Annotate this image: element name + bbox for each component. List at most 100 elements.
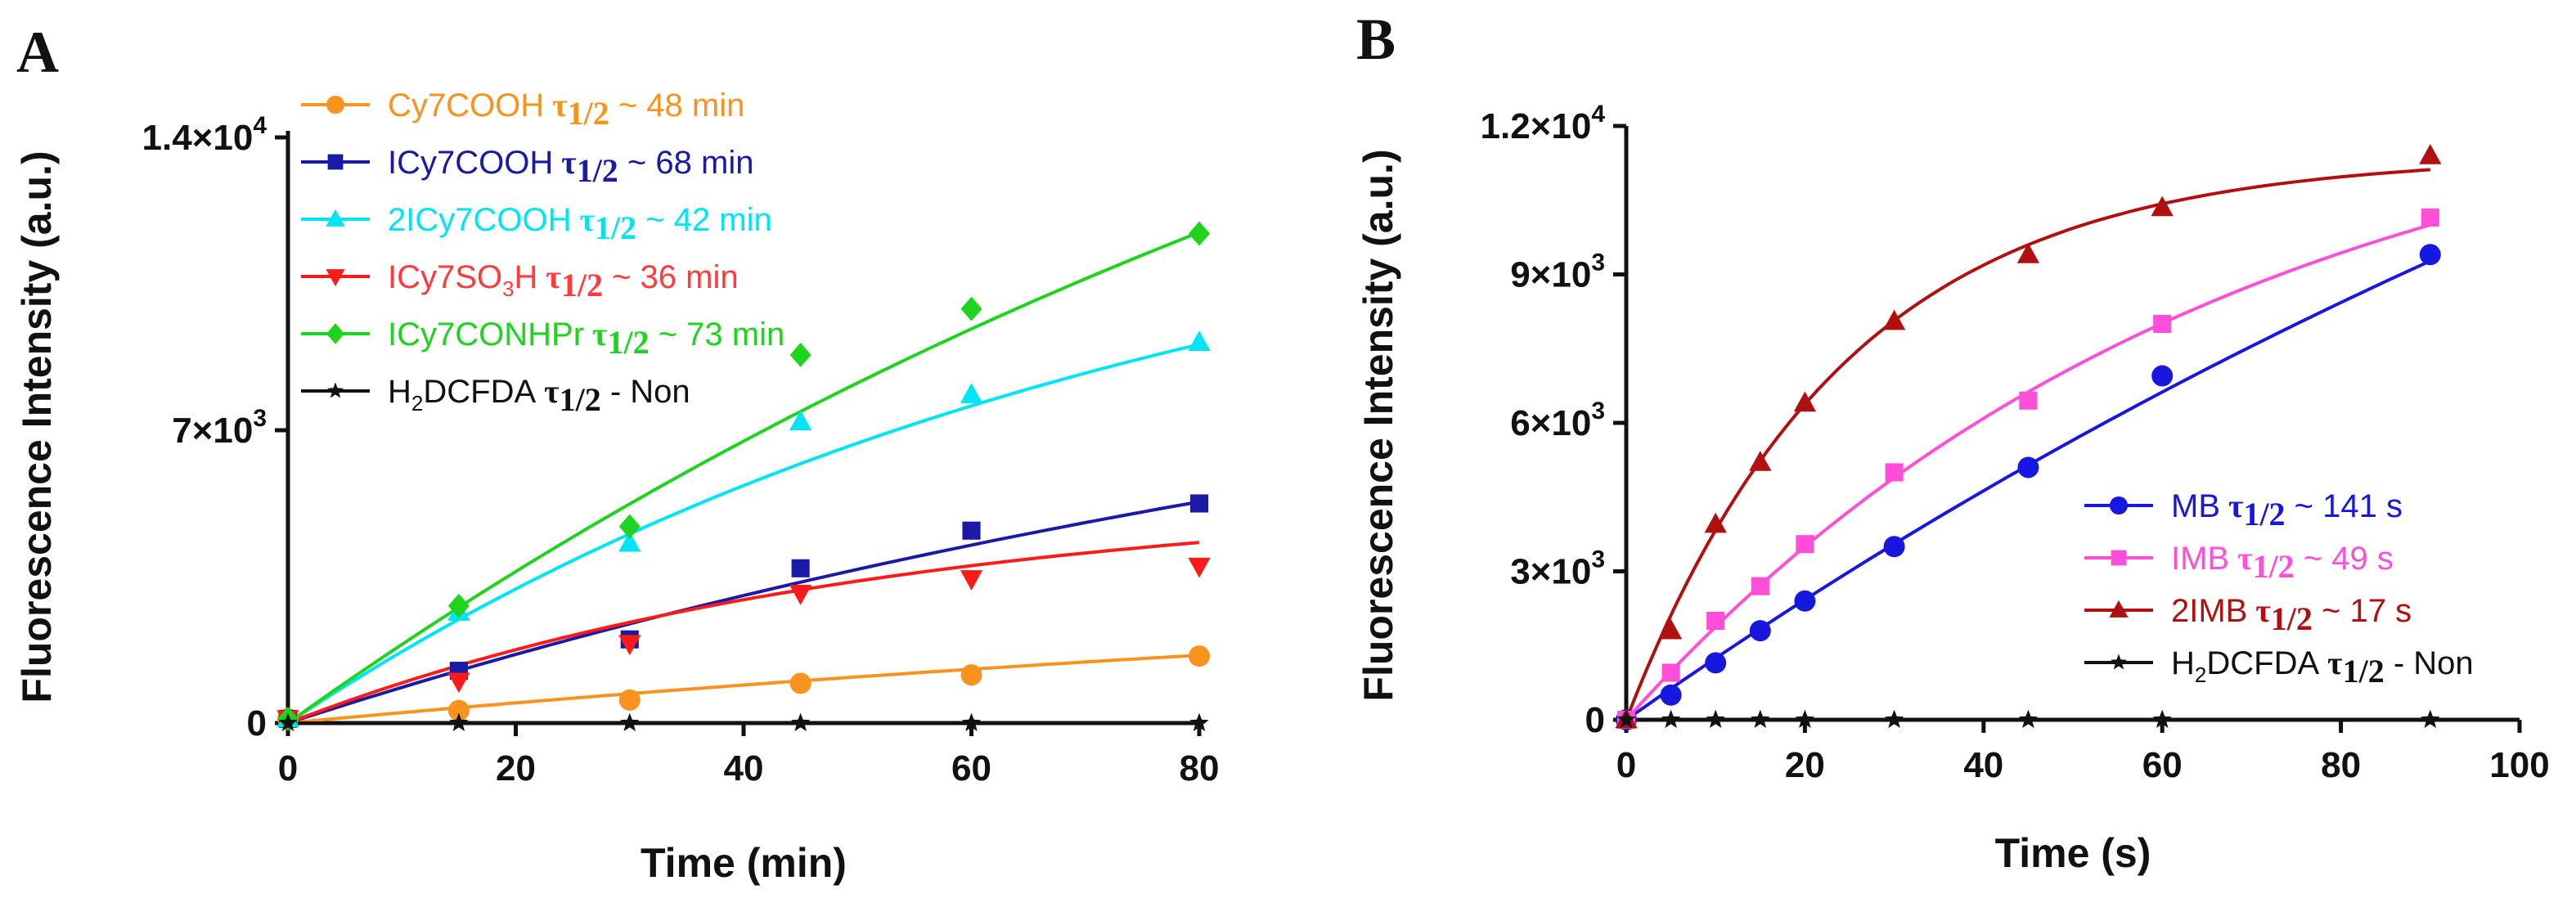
legend-label: H2DCFDA τ1/2 - Non — [2171, 645, 2474, 690]
legend-swatch-marker — [327, 154, 344, 170]
legend-label: Cy7COOH τ1/2 ~ 48 min — [388, 87, 744, 132]
data-point — [1189, 494, 1209, 513]
data-point — [1751, 577, 1769, 595]
y-tick-label: 7×103 — [172, 405, 267, 451]
data-point — [1660, 684, 1682, 706]
data-point — [2152, 709, 2172, 728]
fit-curve-3 — [287, 541, 1200, 725]
panel-a-y-ticks: 0 7×103 1.4×104 — [142, 112, 288, 744]
data-point — [2151, 195, 2174, 217]
data-point — [1751, 709, 1770, 728]
data-point — [961, 712, 982, 731]
legend-label: ICy7COOH τ1/2 ~ 68 min — [388, 144, 753, 189]
legend-label: 2ICy7COOH τ1/2 ~ 42 min — [388, 201, 772, 246]
legend-swatch-marker — [327, 382, 344, 398]
data-point — [620, 712, 640, 731]
legend-label: IMB τ1/2 ~ 49 s — [2171, 540, 2394, 585]
data-point — [1796, 535, 1814, 554]
data-point — [789, 410, 812, 431]
x-tick-label: 20 — [1785, 745, 1825, 785]
x-tick-label: 60 — [951, 748, 991, 788]
y-tick-label: 6×103 — [1510, 398, 1605, 443]
data-point — [1659, 618, 1683, 640]
legend-swatch-marker — [2109, 496, 2129, 515]
data-point — [2019, 391, 2038, 410]
legend-swatch-marker — [326, 95, 345, 115]
fit-curve-0 — [287, 654, 1200, 725]
x-tick-label: 20 — [496, 748, 536, 788]
data-point — [618, 689, 641, 711]
fit-curve-2 — [286, 343, 1200, 725]
data-point — [789, 342, 811, 367]
data-point — [2018, 709, 2039, 728]
data-point — [449, 712, 469, 731]
data-point — [1189, 645, 1210, 667]
data-point — [1705, 652, 1727, 674]
y-tick-label: 0 — [247, 703, 267, 744]
legend-swatch-marker — [326, 209, 345, 227]
data-point — [2421, 709, 2440, 728]
data-point — [1706, 611, 1725, 631]
y-tick-label: 1.4×104 — [142, 112, 267, 158]
data-point — [2151, 365, 2174, 387]
data-point — [790, 712, 811, 731]
panel-letter-a: A — [16, 20, 59, 85]
fit-curve-1 — [287, 500, 1200, 725]
data-point — [1616, 709, 1636, 728]
legend-swatch-marker — [2109, 600, 2129, 618]
data-point — [2419, 144, 2442, 164]
data-point — [1883, 536, 1905, 558]
data-point — [447, 672, 470, 694]
panel-a: A 0 7×103 1.4×104 0 20 40 60 80 Time (min) Flu… — [14, 20, 1219, 886]
y-tick-label: 3×103 — [1510, 546, 1605, 592]
panel-b-data-points — [1615, 144, 2442, 730]
data-point — [447, 593, 470, 618]
panel-b: B 0 3×103 6×103 9×103 1.2×104 0 20 40 60 80 100 T… — [1355, 7, 2550, 876]
legend-swatch-marker — [326, 323, 345, 344]
data-point — [1749, 620, 1771, 642]
data-point — [618, 635, 641, 656]
panel-a-x-axis-title: Time (min) — [641, 840, 847, 886]
legend-label: H2DCFDA τ1/2 - Non — [388, 373, 690, 418]
data-point — [2016, 243, 2040, 263]
data-point — [791, 559, 810, 577]
x-tick-label: 0 — [1616, 745, 1636, 785]
x-tick-label: 80 — [2321, 745, 2361, 785]
data-point — [1189, 712, 1209, 731]
data-point — [1749, 451, 1772, 471]
data-point — [789, 585, 812, 605]
legend-label: 2IMB τ1/2 ~ 17 s — [2171, 592, 2412, 637]
panel-a-legend: Cy7COOH τ1/2 ~ 48 min ICy7COOH τ1/2 ~ 68 … — [301, 87, 784, 418]
data-point — [2419, 244, 2441, 266]
data-point — [1706, 709, 1725, 728]
data-point — [1661, 709, 1681, 728]
panel-b-x-ticks: 0 20 40 60 80 100 — [1616, 720, 2550, 785]
panel-a-fit-curves — [286, 231, 1200, 725]
fit-curve-4 — [286, 231, 1200, 725]
panel-letter-b: B — [1356, 7, 1396, 72]
panel-a-data-points — [276, 221, 1211, 731]
data-point — [278, 712, 298, 731]
legend-label: MB τ1/2 ~ 141 s — [2171, 487, 2403, 532]
data-point — [618, 531, 641, 552]
legend-swatch-marker — [2111, 550, 2127, 566]
legend-swatch-marker — [326, 269, 345, 287]
data-point — [2153, 314, 2172, 334]
data-point — [1884, 709, 1904, 728]
panel-b-x-axis-title: Time (s) — [1995, 830, 2151, 876]
legend-label: ICy7CONHPr τ1/2 ~ 73 min — [388, 316, 784, 361]
data-point — [1188, 557, 1211, 578]
data-point — [962, 521, 981, 540]
x-tick-label: 80 — [1180, 748, 1220, 788]
data-point — [2421, 208, 2439, 227]
data-point — [447, 699, 470, 721]
legend-swatch-marker — [2111, 654, 2127, 670]
data-point — [1882, 309, 1906, 330]
y-tick-label: 9×103 — [1510, 249, 1605, 295]
y-tick-label: 1.2×104 — [1481, 101, 1606, 146]
x-tick-label: 40 — [1963, 745, 2003, 785]
legend-label: ICy7SO3H τ1/2 ~ 36 min — [388, 258, 739, 303]
data-point — [960, 296, 982, 321]
data-point — [1189, 221, 1210, 246]
